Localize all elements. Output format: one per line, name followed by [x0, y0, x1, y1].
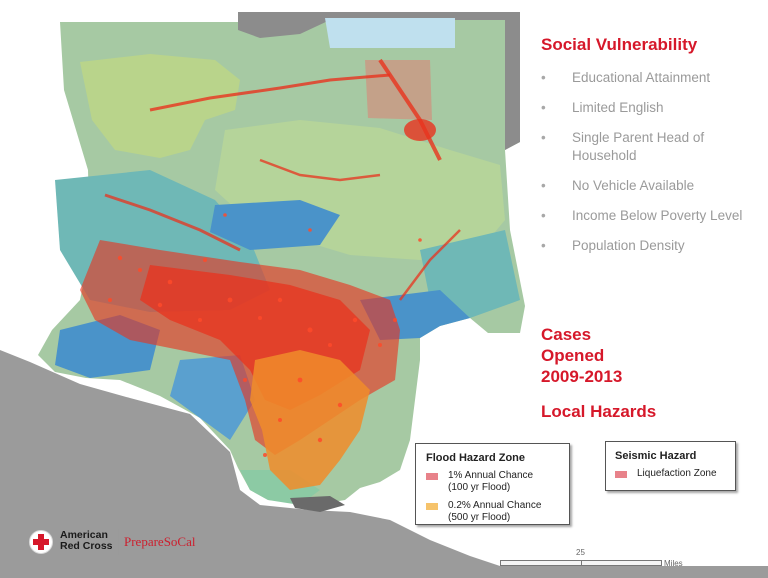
prepare-socal-wordmark: PrepareSoCal — [124, 534, 196, 550]
flood-100yr-swatch — [426, 473, 438, 480]
flood-legend-title: Flood Hazard Zone — [426, 452, 525, 464]
bullet-marker: • — [541, 100, 546, 115]
org-name-line1: American — [60, 529, 108, 541]
flood-zone-orange — [250, 350, 370, 490]
social-vulnerability-title: Social Vulnerability — [541, 35, 698, 54]
social-vulnerability-panel: Social Vulnerability • Educational Attain… — [541, 34, 761, 267]
flood-500yr-swatch — [426, 503, 438, 510]
red-cross-icon — [29, 530, 53, 554]
list-item-text: Income Below Poverty Level — [572, 208, 743, 223]
liquefaction-swatch — [615, 471, 627, 478]
logo-divider — [118, 529, 119, 555]
flood-500yr-label-line1: 0.2% Annual Chance — [448, 500, 542, 511]
harbor — [290, 496, 345, 512]
ocean — [0, 350, 768, 578]
local-hazards-section: Local Hazards — [541, 401, 761, 422]
scale-bar — [500, 560, 662, 566]
flood-legend-item-500yr: 0.2% Annual Chance (500 yr Flood) — [426, 500, 569, 524]
blue-zone-1 — [210, 200, 340, 250]
light-blue-patch — [325, 18, 455, 48]
corridor-central — [259, 158, 381, 182]
bullet-marker: • — [541, 130, 546, 145]
bullet-marker: • — [541, 178, 546, 193]
bullet-marker: • — [541, 70, 546, 85]
tan-lake-red — [404, 119, 436, 141]
seismic-legend-title: Seismic Hazard — [615, 450, 697, 462]
flood-500yr-label-line2: (500 yr Flood) — [448, 512, 511, 523]
flood-100yr-label-line1: 1% Annual Chance — [448, 470, 534, 481]
corridor-west — [104, 193, 241, 252]
cases-opened-section: Cases Opened 2009-2013 — [541, 324, 761, 387]
list-item: • Population Density — [541, 237, 761, 255]
org-name-line2: Red Cross — [60, 540, 113, 552]
list-item-text: Educational Attainment — [572, 70, 711, 85]
flood-legend-item-100yr: 1% Annual Chance (100 yr Flood) — [426, 470, 569, 494]
scale-value: 25 — [576, 548, 585, 557]
scale-bar-half — [501, 561, 582, 565]
list-item: • Single Parent Head of Household — [541, 129, 761, 165]
list-item-text: No Vehicle Available — [572, 178, 695, 193]
bullet-marker: • — [541, 208, 546, 223]
bullet-marker: • — [541, 238, 546, 253]
flood-100yr-label-line2: (100 yr Flood) — [448, 482, 511, 493]
list-item: • Income Below Poverty Level — [541, 207, 761, 225]
mountains-green — [80, 54, 240, 158]
scale-unit: Miles — [664, 559, 683, 568]
corridor-east — [378, 58, 442, 161]
list-item: • Limited English — [541, 99, 761, 117]
list-item: • Educational Attainment — [541, 69, 761, 87]
vulnerability-factor-list: • Educational Attainment • Limited English… — [541, 69, 761, 255]
local-hazards-title: Local Hazards — [541, 402, 657, 421]
org-name: American Red Cross — [60, 530, 113, 552]
seismic-legend-item-liquefaction: Liquefaction Zone — [615, 468, 735, 480]
gray-region — [238, 12, 520, 150]
list-item-text: Single Parent Head of Household — [572, 130, 705, 163]
cases-opened-title: Cases Opened 2009-2013 — [541, 325, 623, 386]
seismic-hazard-legend: Seismic Hazard Liquefaction Zone — [605, 441, 736, 491]
corridor-southeast — [399, 229, 461, 301]
prepare-word: Prepare — [124, 534, 164, 549]
list-item-text: Limited English — [572, 100, 664, 115]
flood-hazard-legend: Flood Hazard Zone 1% Annual Chance (100 … — [415, 443, 570, 525]
list-item-text: Population Density — [572, 238, 685, 253]
blue-zone-3 — [170, 355, 255, 440]
socal-word: SoCal — [163, 534, 196, 549]
corridor-north — [149, 73, 391, 112]
list-item: • No Vehicle Available — [541, 177, 761, 195]
liquefaction-label: Liquefaction Zone — [637, 468, 717, 479]
case-dots — [108, 213, 422, 457]
